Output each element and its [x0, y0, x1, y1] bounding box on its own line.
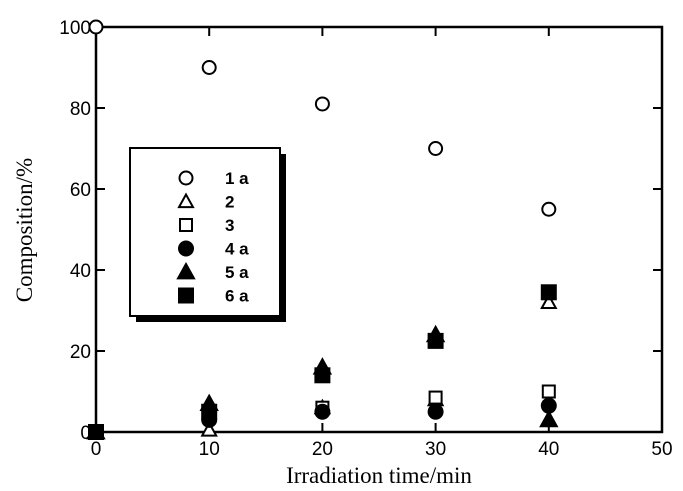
data-point-series-6 [314, 367, 331, 384]
legend-box [129, 147, 281, 317]
data-point-series-1 [88, 19, 104, 35]
legend-label: 2 [225, 193, 234, 212]
x-tick-label: 20 [312, 439, 333, 460]
x-tick-label: 50 [651, 439, 672, 460]
data-point-series-2 [200, 420, 218, 437]
legend-marker [178, 287, 194, 304]
x-tick-label: 0 [91, 439, 102, 460]
data-point-series-4 [314, 403, 331, 420]
data-point-series-6 [201, 403, 218, 420]
data-points [86, 19, 559, 440]
legend-label: 3 [225, 216, 234, 235]
y-tick-label: 20 [70, 342, 91, 363]
data-point-series-2 [540, 293, 558, 309]
legend-label: 5 a [225, 263, 249, 282]
legend-marker [178, 170, 194, 186]
data-point-series-1 [428, 141, 444, 156]
legend: 1 a 2 3 4 a 5 a 6 a [129, 147, 286, 322]
y-tick-label: 40 [70, 261, 91, 282]
legend-label: 6 a [225, 287, 249, 306]
data-point-series-3 [541, 384, 556, 399]
y-tick-label: 0 [80, 423, 91, 444]
data-point-series-5 [539, 409, 559, 428]
legend-label: 4 a [225, 240, 249, 259]
data-point-series-1 [541, 201, 557, 217]
y-tick-label: 80 [70, 99, 91, 120]
data-point-series-3 [428, 390, 443, 405]
y-axis-title: Composition/% [12, 158, 37, 302]
legend-marker [178, 240, 194, 257]
x-tick-label: 10 [199, 439, 220, 460]
legend-items: 1 a 2 3 4 a 5 a 6 a [176, 169, 249, 306]
tick-labels: 0 10 20 30 40 50 0 20 40 60 80 100 [59, 18, 672, 460]
plot-frame [94, 25, 664, 434]
legend-marker [177, 192, 195, 209]
data-point-series-6 [427, 332, 444, 349]
data-point-series-6 [88, 424, 104, 440]
x-axis-title: Irradiation time/min [286, 463, 472, 488]
legend-label: 1 a [225, 169, 249, 188]
x-tick-label: 30 [425, 439, 446, 460]
x-tick-label: 40 [538, 439, 559, 460]
legend-marker [179, 218, 193, 232]
data-point-series-4 [427, 403, 444, 420]
y-tick-label: 60 [70, 180, 91, 201]
data-point-series-1 [314, 96, 330, 112]
data-point-series-1 [201, 60, 217, 75]
legend-marker [176, 261, 196, 280]
data-point-series-6 [540, 284, 557, 301]
y-tick-label: 100 [59, 18, 91, 39]
